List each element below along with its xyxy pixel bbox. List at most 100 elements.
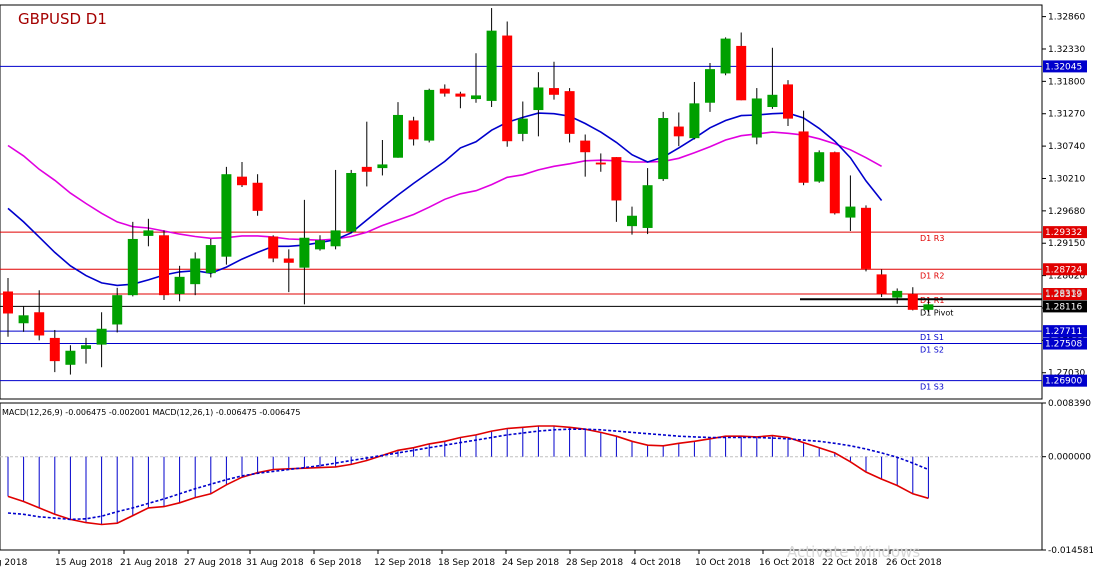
candle-body-bear bbox=[907, 293, 918, 310]
price-tick-label: 1.31270 bbox=[1048, 110, 1085, 120]
pivot-price-label: 1.27711 bbox=[1045, 327, 1082, 337]
horizontal-level-label: 1.32045 bbox=[1045, 62, 1082, 72]
candle bbox=[439, 84, 450, 97]
time-tick-label: 4 Oct 2018 bbox=[631, 558, 681, 568]
pivot-price-label: 1.29332 bbox=[1045, 228, 1082, 238]
candle bbox=[408, 116, 419, 146]
candle-body-bull bbox=[174, 276, 185, 294]
candle bbox=[34, 290, 45, 341]
candle-body-bull bbox=[96, 328, 107, 345]
candle bbox=[486, 8, 497, 108]
candle-body-bear bbox=[861, 207, 871, 269]
macd-pane-frame bbox=[0, 402, 1043, 551]
price-pane: D1 R3 D1 R2 D1 R1 D1 Pivot D1 S1 D1 S2 D1 S3 1… bbox=[0, 4, 1087, 400]
candle-body-bull bbox=[845, 206, 856, 218]
candle-body-bull bbox=[65, 350, 76, 365]
pivot-name-label: D1 S1 bbox=[920, 333, 944, 342]
candle bbox=[49, 329, 60, 373]
candle bbox=[673, 112, 684, 147]
macd-tick-label: -0.014581 bbox=[1048, 546, 1093, 556]
time-axis: Aug 2018 15 Aug 2018 21 Aug 2018 27 Aug 201… bbox=[0, 550, 942, 568]
candle bbox=[767, 47, 778, 109]
candle bbox=[81, 337, 91, 364]
candle bbox=[361, 121, 372, 187]
candle bbox=[845, 175, 856, 232]
pivot-price-label: 1.28319 bbox=[1045, 290, 1082, 300]
candle bbox=[3, 278, 13, 337]
candle-body-bear bbox=[237, 176, 247, 186]
pivot-price-tag bbox=[1043, 300, 1087, 313]
candle-body-bear bbox=[252, 182, 263, 211]
time-tick-label: 31 Aug 2018 bbox=[246, 558, 304, 568]
candle-body-bull bbox=[658, 118, 669, 180]
pivot-price-tag bbox=[1043, 337, 1087, 350]
activation-watermark: Activate Windows bbox=[787, 543, 920, 561]
pivot-price-label: 1.27508 bbox=[1045, 340, 1082, 350]
candle-body-bull bbox=[112, 295, 123, 325]
macd-tick-label: 0.008390 bbox=[1048, 399, 1091, 409]
candle bbox=[798, 110, 809, 186]
candle-body-bull bbox=[424, 89, 435, 141]
candle-body-bear bbox=[159, 235, 169, 296]
candle-body-bear bbox=[829, 152, 840, 214]
candle bbox=[330, 169, 341, 250]
candle bbox=[174, 265, 185, 302]
time-tick-label: 27 Aug 2018 bbox=[184, 558, 242, 568]
candle-body-bull bbox=[377, 164, 388, 169]
candle bbox=[393, 102, 403, 158]
candle-body-bull bbox=[751, 98, 762, 138]
candle-body-bull bbox=[517, 118, 528, 134]
candle bbox=[65, 345, 76, 375]
candle bbox=[96, 312, 107, 368]
candle bbox=[814, 150, 825, 183]
price-tick-label: 1.30740 bbox=[1048, 142, 1085, 152]
candle bbox=[299, 199, 310, 305]
candle-body-bull bbox=[205, 245, 216, 274]
time-tick-label: 26 Oct 2018 bbox=[886, 558, 942, 568]
candle bbox=[159, 230, 169, 301]
candle bbox=[455, 91, 466, 109]
price-tick-label: 1.29150 bbox=[1048, 239, 1085, 249]
candle-body-bull bbox=[814, 152, 825, 182]
time-tick-label: 16 Oct 2018 bbox=[759, 558, 815, 568]
pivot-name-label: D1 S2 bbox=[920, 346, 944, 355]
candles bbox=[3, 8, 934, 375]
moving-averages bbox=[7, 112, 883, 287]
pivot-price-label: 1.28724 bbox=[1045, 265, 1082, 275]
candle-body-bull bbox=[767, 94, 778, 108]
candle-body-bull bbox=[923, 304, 934, 310]
time-tick-label: 15 Aug 2018 bbox=[55, 558, 113, 568]
price-tick-label: 1.32860 bbox=[1048, 13, 1085, 23]
candle bbox=[549, 61, 559, 100]
candle-body-bull bbox=[143, 230, 154, 236]
price-tick-label: 1.29680 bbox=[1048, 207, 1085, 217]
time-tick-label: 12 Sep 2018 bbox=[374, 558, 431, 568]
candle bbox=[783, 80, 793, 126]
candle bbox=[502, 21, 513, 147]
candle-body-bull bbox=[346, 172, 357, 232]
time-tick-label: 18 Sep 2018 bbox=[438, 558, 495, 568]
candle bbox=[268, 235, 279, 263]
candle bbox=[611, 157, 622, 222]
candle-body-bear bbox=[798, 131, 809, 183]
macd-tick-label: 0.000000 bbox=[1048, 453, 1091, 463]
price-tick-label: 1.32330 bbox=[1048, 45, 1085, 55]
candle bbox=[346, 169, 357, 233]
candle-body-bear bbox=[783, 84, 793, 119]
time-tick-label: 22 Oct 2018 bbox=[822, 558, 878, 568]
pivot-price-tag bbox=[1043, 287, 1087, 300]
candle-body-bear bbox=[502, 35, 513, 142]
candle bbox=[564, 88, 575, 143]
pivot-price-tag bbox=[1043, 325, 1087, 338]
candle-body-bear bbox=[34, 312, 45, 336]
candle bbox=[720, 37, 731, 76]
candle-body-bull bbox=[689, 103, 700, 139]
pivot-name-label: D1 S3 bbox=[920, 383, 944, 392]
current-price-label: 1.28332 bbox=[1045, 289, 1082, 299]
candle bbox=[861, 205, 871, 272]
time-tick-label: 10 Oct 2018 bbox=[695, 558, 751, 568]
candle-body-bear bbox=[876, 274, 887, 294]
pivot-price-label: 1.28116 bbox=[1045, 302, 1082, 312]
time-tick-label: 6 Sep 2018 bbox=[310, 558, 362, 568]
price-tick-label: 1.28620 bbox=[1048, 272, 1085, 282]
